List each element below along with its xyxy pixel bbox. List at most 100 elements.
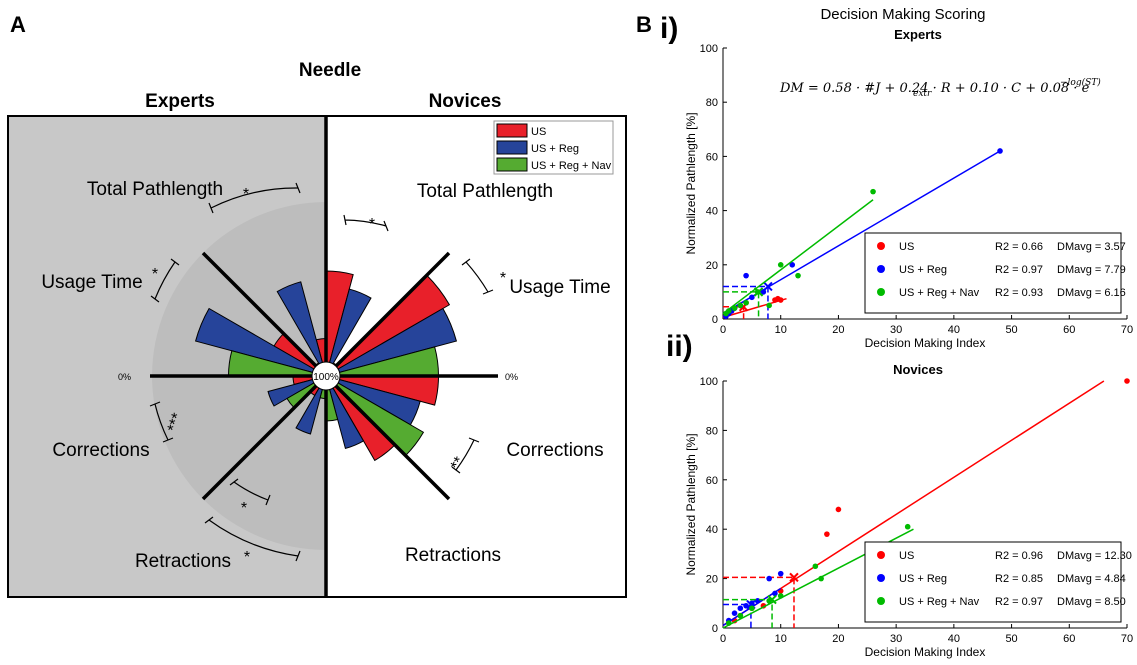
rose-bar-experts-retractions-us-reg (295, 375, 327, 435)
novices-header: Novices (429, 91, 502, 112)
rose-bar-experts-corrections-us-reg (267, 375, 327, 407)
experts-total-pathlength-label: Total Pathlength (87, 179, 223, 200)
bracket-exp-usage (150, 258, 180, 303)
diagonal-axis-lr (324, 374, 451, 501)
needle-title: Needle (299, 60, 361, 81)
y-tick-label: 0 (712, 314, 718, 326)
bracket-nov-usage (461, 258, 494, 295)
legend-dm-us-reg-nav: DMavg = 8.50 (1057, 596, 1126, 608)
x-tick-label: 20 (832, 633, 844, 645)
bracket-exp-total (208, 182, 301, 214)
novices-plot-title: Novices (893, 362, 943, 377)
x-tick-label: 10 (775, 324, 787, 336)
legend-dm-us-reg-nav: DMavg = 6.16 (1057, 287, 1126, 299)
diagonal-axis-ul (201, 251, 328, 378)
legend-marker-us-reg-nav (877, 288, 885, 296)
star-exp-corr: *** (165, 411, 187, 434)
bracket-exp-retr-outer (204, 516, 301, 562)
star-nov-usage: * (500, 270, 506, 287)
legend-label-us: US (531, 126, 546, 138)
data-point-us-reg (997, 148, 1003, 154)
experts-scatter-plot: 0 10 20 30 40 50 60 70 0 20 40 60 80 100 Decision Maki… (684, 43, 1133, 350)
panel-a-frame (7, 115, 627, 598)
legend-name-us: US (899, 241, 914, 253)
data-point-us-reg-nav (737, 302, 744, 309)
equation-superscript: −log(ST) (1060, 77, 1101, 88)
equation-main: DM = 0.58 · #J + 0.24 · R + 0.10 · C + 0… (779, 81, 1090, 96)
y-axis-label: Normalized Pathlength [%] (684, 112, 698, 254)
diagonal-axis-ur (324, 251, 451, 378)
panel-b-label: B (636, 12, 652, 37)
x-tick-label: 30 (890, 633, 902, 645)
novices-scatter-plot: 0 10 20 30 40 50 60 70 0 20 40 60 80 100 Decision Maki… (684, 376, 1133, 659)
data-point-us-reg (777, 570, 784, 577)
fit-line-us (722, 380, 1105, 627)
bracket-exp-retr-inner (229, 478, 271, 506)
center-label: 100% (313, 372, 339, 383)
legend-swatch-us (496, 123, 528, 138)
legend-swatch-us-reg-nav (496, 157, 528, 172)
mean-guide-us-reg-nav (723, 291, 760, 319)
panel-a-legend: US US + Reg US + Reg + Nav (493, 120, 614, 175)
data-point-us-reg-nav (777, 262, 784, 268)
mean-marker-us (789, 572, 799, 583)
experts-retractions-label: Retractions (135, 551, 231, 572)
y-tick-label: 20 (706, 260, 718, 272)
data-point-us-reg-nav (818, 575, 824, 582)
legend-name-us: US (899, 550, 914, 562)
diagonal-axis-ll (201, 374, 328, 501)
x-tick-label: 40 (948, 633, 960, 645)
data-point-us-reg-nav (795, 272, 801, 279)
significance-brackets (149, 182, 494, 562)
y-tick-label: 40 (706, 524, 718, 536)
star-exp-retr-outer: * (244, 549, 250, 566)
star-exp-retr-inner: * (241, 500, 247, 517)
x-axis-label: Decision Making Index (865, 645, 986, 659)
mean-guide-us (723, 576, 795, 628)
x-axis-label: Decision Making Index (865, 336, 986, 350)
x-tick-label: 40 (948, 324, 960, 336)
legend-dm-us: DMavg = 3.57 (1057, 241, 1126, 253)
star-exp-usage: * (152, 266, 158, 283)
rose-bar-experts-total-pathlength-us-reg (276, 281, 327, 377)
bracket-nov-total (343, 214, 389, 232)
legend-dm-us-reg: DMavg = 7.79 (1057, 264, 1126, 276)
y-tick-label: 80 (706, 97, 718, 109)
y-tick-label: 60 (706, 151, 718, 163)
data-point-us-reg (789, 262, 796, 268)
y-tick-label: 100 (700, 43, 718, 55)
legend-marker-us-reg-nav (877, 597, 885, 605)
data-point-us-reg-nav (904, 523, 911, 530)
x-tick-label: 20 (832, 324, 844, 336)
x-tick-label: 0 (720, 324, 726, 336)
experts-corrections-label: Corrections (52, 440, 149, 461)
center-disc (311, 361, 341, 391)
data-point-us-reg-nav (749, 605, 755, 612)
panel-b-i-label: i) (660, 12, 678, 45)
legend-marker-us (877, 551, 885, 559)
legend-label-us-reg: US + Reg (531, 143, 579, 155)
y-tick-label: 100 (700, 376, 718, 388)
x-tick-label: 30 (890, 324, 902, 336)
y-tick-label: 40 (706, 206, 718, 218)
data-point-us-reg-nav (870, 188, 876, 195)
experts-plot-title: Experts (894, 27, 942, 42)
x-tick-label: 0 (720, 633, 726, 645)
mean-marker-us-reg (763, 281, 773, 292)
x-tick-label: 10 (775, 633, 787, 645)
data-point-us (824, 531, 830, 537)
experts-usage-time-label: Usage Time (41, 272, 142, 293)
data-point-us (1124, 378, 1130, 384)
novices-total-pathlength-label: Total Pathlength (417, 181, 553, 202)
bracket-exp-corr (149, 401, 174, 443)
legend-box (864, 541, 1122, 623)
data-point-us-reg-nav (812, 563, 819, 570)
data-point-us-reg (737, 605, 744, 612)
x-tick-label: 70 (1121, 633, 1133, 645)
data-point-us-reg-nav (731, 305, 738, 311)
data-point-us-reg-nav (725, 308, 732, 314)
fit-line-us-reg-nav (722, 199, 874, 315)
star-nov-total: * (369, 216, 375, 233)
x-tick-label: 70 (1121, 324, 1133, 336)
legend-label-us-reg-nav: US + Reg + Nav (531, 160, 612, 172)
